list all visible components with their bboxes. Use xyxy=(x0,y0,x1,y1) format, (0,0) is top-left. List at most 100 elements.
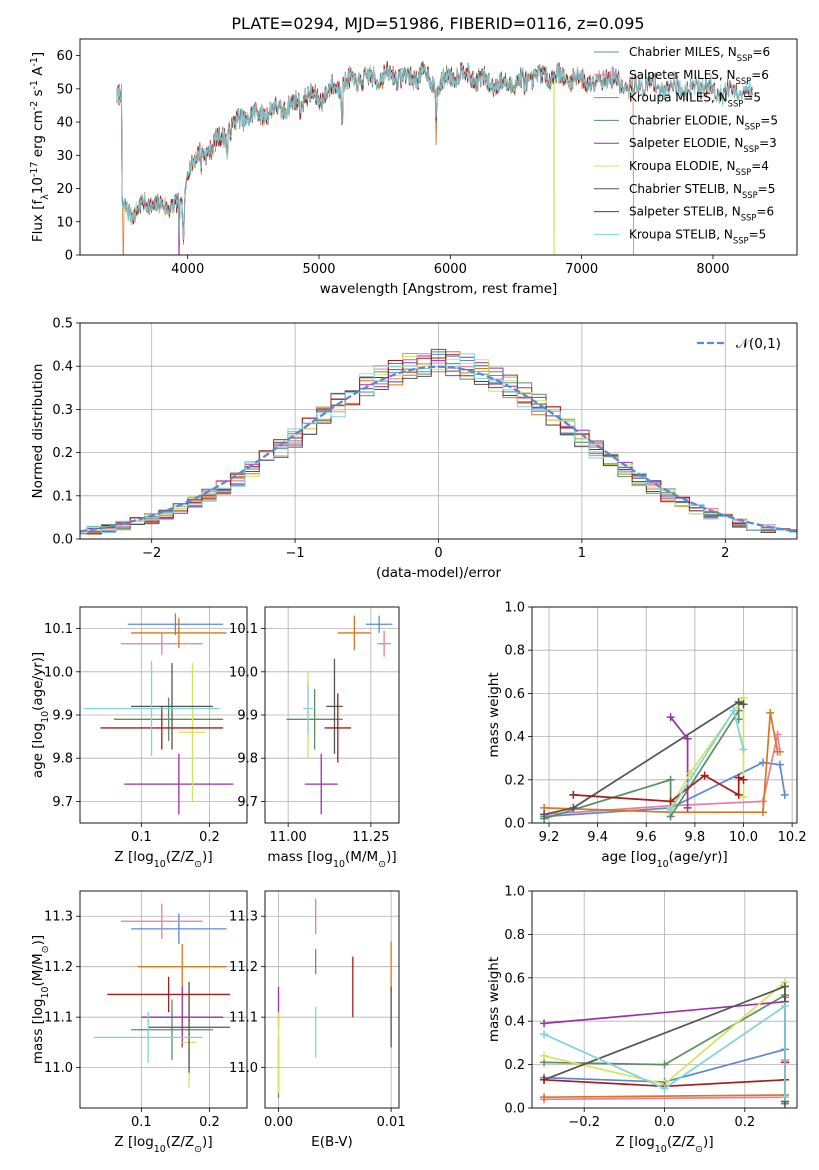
axes-frame xyxy=(79,890,248,1109)
weight-marker xyxy=(780,1093,789,1102)
error-bar-point xyxy=(93,1012,203,1063)
axes-frame xyxy=(531,606,798,824)
y-tick-label: 0 xyxy=(65,249,73,264)
y-tick-label: 0.0 xyxy=(52,533,73,548)
y-tick-label: 1.0 xyxy=(504,601,525,616)
mass-vs-EBV-panel: 0.00 0.01 11.0 11.1 11.2 11.3 E(B-V) xyxy=(229,890,406,1150)
y-tick-label: 0.3 xyxy=(52,403,73,418)
legend-entry: Salpeter MILES, NSSP=6 xyxy=(629,68,769,86)
residuals-panel: −2 −1 0 1 2 0.0 0.1 0.2 0.3 0.4 0.5 (data-model)/er… xyxy=(30,317,798,581)
residual-histogram xyxy=(80,353,797,535)
x-tick-label: 0.2 xyxy=(199,830,220,845)
x-tick-label: 0.1 xyxy=(131,830,152,845)
weight-marker xyxy=(666,713,675,722)
y-tick-label: 0.1 xyxy=(52,489,73,504)
x-tick-label: 10.2 xyxy=(778,830,807,845)
spectrum-series-line xyxy=(116,63,753,240)
x-axis-label: mass [log10(M/M⊙)] xyxy=(267,849,396,870)
y-tick-label: 11.1 xyxy=(229,1011,258,1026)
error-bar-point xyxy=(304,753,338,815)
y-tick-label: 0.5 xyxy=(52,317,73,332)
y-tick-label: 0.2 xyxy=(52,446,73,461)
y-axis-label: Flux [fλ10-17 erg cm-2 s-1 A-1] xyxy=(29,52,51,242)
weight-marker xyxy=(540,1075,549,1084)
weight-marker xyxy=(569,790,578,799)
mass-vs-EBV-plot-area xyxy=(277,898,392,1098)
y-tick-label: 40 xyxy=(56,116,73,131)
y-tick-label: 9.9 xyxy=(52,709,73,724)
axes-frame xyxy=(531,890,798,1109)
weight-marker xyxy=(758,758,767,767)
error-bar-point xyxy=(178,663,207,802)
weight-marker xyxy=(666,775,675,784)
axes-frame xyxy=(264,890,400,1109)
y-tick-label: 0.8 xyxy=(504,928,525,943)
y-axis-label: Normed distribution xyxy=(30,364,46,499)
error-bar-point xyxy=(326,658,343,754)
x-tick-label: 2 xyxy=(721,546,729,561)
weight-marker xyxy=(540,1019,549,1028)
weight-marker xyxy=(734,698,743,707)
x-axis-label: age [log10(age/yr)] xyxy=(601,849,727,870)
error-bar-point xyxy=(127,613,224,636)
figure-title: PLATE=0294, MJD=51986, FIBERID=0116, z=0… xyxy=(231,14,644,33)
x-axis-label: Z [log10(Z/Z⊙)] xyxy=(114,1134,212,1155)
error-bar-point xyxy=(114,697,224,741)
weight-marker xyxy=(540,1030,549,1039)
x-tick-label: 1 xyxy=(578,546,586,561)
error-bar-point xyxy=(365,615,393,633)
x-tick-label: 0.2 xyxy=(734,1115,755,1130)
y-tick-label: 11.0 xyxy=(229,1061,258,1076)
weight-marker xyxy=(660,1084,669,1093)
weight-marker xyxy=(700,771,709,780)
axes-frame xyxy=(79,322,798,540)
weight-vs-Z-panel: −0.2 0.0 0.2 0.0 0.2 0.4 0.6 0.8 1.0 Z [log10(Z/Z… xyxy=(486,885,798,1155)
y-tick-label: 0.0 xyxy=(504,817,525,832)
axes-frame xyxy=(264,606,400,824)
error-bar-point xyxy=(148,981,230,1073)
spectrum-plot-area xyxy=(116,60,753,255)
x-tick-label: 0.01 xyxy=(377,1115,406,1130)
y-tick-label: 0.4 xyxy=(504,1015,525,1030)
y-tick-label: 0.8 xyxy=(504,644,525,659)
legend-entry: Chabrier STELIB, NSSP=5 xyxy=(629,182,775,200)
residual-histogram xyxy=(80,353,797,534)
x-axis-label: wavelength [Angstrom, rest frame] xyxy=(320,281,558,297)
y-axis-label: mass weight xyxy=(486,672,502,757)
x-tick-label: 0.1 xyxy=(131,1115,152,1130)
x-tick-label: 11.25 xyxy=(352,830,389,845)
y-tick-label: 1.0 xyxy=(504,885,525,900)
y-tick-label: 11.2 xyxy=(44,960,73,975)
y-tick-label: 50 xyxy=(56,82,73,97)
weight-marker xyxy=(758,808,767,817)
y-tick-label: 11.2 xyxy=(229,960,258,975)
weight-marker xyxy=(739,775,748,784)
y-tick-label: 10.0 xyxy=(44,665,73,680)
error-bar-point xyxy=(337,615,371,651)
y-tick-label: 11.0 xyxy=(44,1061,73,1076)
y-tick-label: 0.0 xyxy=(504,1102,525,1117)
error-bar-point xyxy=(137,943,227,990)
x-tick-label: 9.4 xyxy=(587,830,608,845)
x-tick-label: 11.00 xyxy=(270,830,307,845)
y-tick-label: 11.3 xyxy=(44,910,73,925)
weight-marker xyxy=(540,1051,549,1060)
error-bar-point xyxy=(131,999,213,1061)
weight-marker xyxy=(686,769,695,778)
y-tick-label: 10 xyxy=(56,215,73,230)
y-tick-label: 0.4 xyxy=(52,360,73,375)
y-tick-label: 30 xyxy=(56,149,73,164)
y-tick-label: 11.1 xyxy=(44,1011,73,1026)
residuals-plot-area xyxy=(80,348,797,535)
legend-entry: 𝒩(0,1) xyxy=(736,336,781,352)
y-tick-label: 11.3 xyxy=(229,910,258,925)
weight-marker xyxy=(569,803,578,812)
y-tick-label: 9.8 xyxy=(237,752,258,767)
error-bar-point xyxy=(83,661,220,757)
weight-marker xyxy=(766,708,775,717)
normal-reference-curve xyxy=(80,365,797,533)
weight-marker xyxy=(780,1002,789,1011)
x-tick-label: −1 xyxy=(286,546,305,561)
x-axis-label: Z [log10(Z/Z⊙)] xyxy=(114,849,212,870)
error-bar-point xyxy=(377,630,391,657)
